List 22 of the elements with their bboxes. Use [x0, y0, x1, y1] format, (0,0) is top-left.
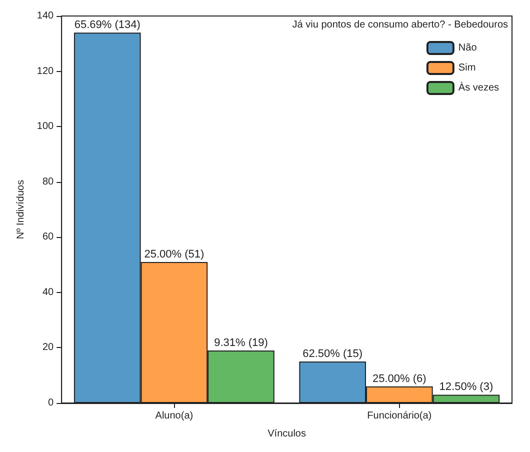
legend-label: Às vezes: [458, 82, 500, 94]
x-axis-title: Vínculos: [268, 428, 306, 440]
y-tick-label: 40: [42, 286, 54, 298]
y-tick-label: 140: [36, 10, 54, 22]
y-axis-title: Nº Indivíduos: [16, 180, 26, 240]
y-tick-label: 100: [36, 121, 54, 132]
legend-label: Sim: [458, 62, 476, 74]
legend-label: Não: [458, 42, 478, 54]
data-label: 25.00% (51): [144, 248, 204, 261]
x-tick-label: Funcionário(a): [367, 410, 432, 422]
y-tick-label: 0: [48, 398, 54, 408]
y-tick-label: 20: [42, 342, 54, 354]
data-label: 25.00% (6): [372, 372, 426, 385]
data-label: 9.31% (19): [214, 336, 268, 349]
data-label: 62.50% (15): [302, 348, 363, 360]
legend-title: Já viu pontos de consumo aberto? - Bebedouros: [292, 20, 508, 30]
data-label: 65.69% (134): [74, 19, 140, 32]
y-tick-label: 120: [36, 66, 54, 77]
y-tick-label: 80: [42, 176, 54, 188]
data-label: 12.50% (3): [439, 381, 494, 394]
x-tick-label: Aluno(a): [155, 410, 194, 422]
y-tick-label: 60: [42, 232, 54, 243]
